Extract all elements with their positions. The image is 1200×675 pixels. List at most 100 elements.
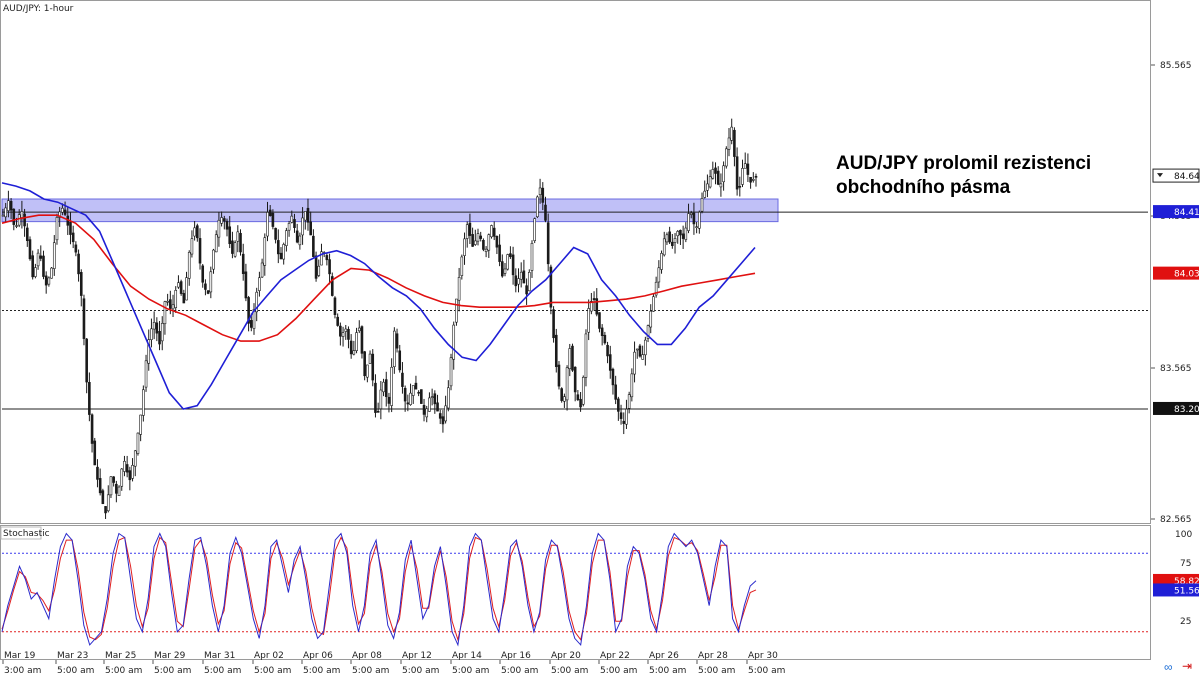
candle-body — [182, 293, 186, 304]
candle-body — [487, 234, 491, 251]
candle-body — [414, 382, 418, 390]
candle-body — [152, 322, 156, 330]
candle-body — [390, 366, 393, 406]
candle-body — [196, 225, 199, 239]
candle-body — [417, 391, 420, 394]
candle-body — [279, 252, 283, 260]
candle-body — [695, 226, 698, 228]
candle-body — [374, 382, 377, 413]
candle-body — [12, 208, 16, 225]
candle-body — [193, 227, 196, 237]
candle-body — [204, 283, 207, 290]
candle-body — [722, 165, 725, 183]
candle-body — [9, 200, 13, 211]
candle-body — [366, 364, 369, 378]
candle-body — [608, 354, 612, 371]
candle-body — [174, 289, 178, 308]
candle-body — [209, 271, 213, 293]
candle-body — [627, 394, 631, 409]
candle-body — [684, 227, 688, 240]
candle-body — [587, 308, 590, 333]
candle-body — [123, 461, 126, 472]
candle-body — [379, 389, 383, 410]
candle-body — [187, 252, 191, 279]
candle-body — [600, 327, 604, 336]
resistance-zone — [1, 198, 779, 223]
candle-body — [31, 255, 34, 278]
candle-body — [314, 255, 318, 279]
candle-body — [330, 276, 334, 296]
candle-body — [206, 290, 210, 294]
candle-body — [649, 310, 653, 328]
candle-body — [341, 332, 345, 337]
price-badge-blue-bg — [1153, 205, 1199, 219]
x-tick-day-label: Apr 30 — [748, 651, 778, 661]
candle-body — [584, 333, 588, 378]
price-badge-red-bg — [1153, 266, 1199, 280]
candle-body — [687, 213, 690, 231]
candle-body — [679, 229, 682, 236]
candle-body — [98, 478, 102, 494]
candle-body — [266, 212, 269, 237]
x-tick-time-label: 5:00 am — [649, 666, 686, 675]
candle-body — [363, 351, 366, 377]
candle-body — [552, 309, 555, 339]
candle-body — [328, 259, 331, 275]
scroll-right-icon[interactable]: ⇥ — [1182, 659, 1193, 673]
candle-body — [88, 382, 91, 415]
candle-body — [333, 297, 337, 315]
candle-body — [125, 464, 129, 473]
candle-body — [185, 277, 188, 301]
stochastic-k-line — [1, 532, 757, 647]
candle-body — [293, 219, 296, 228]
candle-body — [382, 381, 385, 393]
candle-body — [430, 396, 434, 398]
candle-body — [662, 238, 666, 256]
candle-body — [387, 396, 391, 404]
candle-body — [681, 233, 685, 239]
candle-body — [716, 170, 720, 185]
candle-body — [47, 277, 51, 285]
candle-body — [503, 268, 507, 274]
candle-body — [287, 223, 291, 231]
candle-body — [15, 225, 18, 227]
candle-body — [706, 183, 709, 191]
candle-body — [395, 333, 399, 349]
candle-body — [708, 176, 712, 188]
candle-body — [654, 281, 658, 296]
candle-body — [163, 301, 167, 325]
candle-body — [155, 322, 159, 334]
candle-body — [501, 261, 504, 277]
candle-body — [573, 366, 577, 393]
candle-body — [115, 483, 118, 494]
x-tick-day-label: Mar 19 — [4, 651, 36, 661]
candle-body — [282, 244, 285, 260]
x-tick-day-label: Mar 23 — [57, 651, 88, 661]
last-price-arrow-icon — [1157, 173, 1163, 178]
candle-body — [484, 248, 488, 252]
candle-body — [179, 281, 183, 294]
candle-body — [536, 196, 539, 218]
candle-body — [112, 476, 115, 483]
candle-body — [401, 372, 404, 387]
candle-body — [514, 275, 518, 287]
candle-body — [17, 214, 21, 226]
candle-body — [55, 217, 59, 241]
price-badge-black: 83.200 — [1174, 405, 1200, 415]
link-icon[interactable]: ∞ — [1164, 660, 1173, 674]
annotation-text: AUD/JPY prolomil rezistenci obchodního p… — [836, 152, 1136, 200]
candle-body — [579, 398, 582, 408]
candle-body — [544, 204, 547, 221]
x-tick-day-label: Apr 26 — [649, 651, 679, 661]
candle-body — [560, 388, 563, 401]
candle-body — [77, 253, 80, 275]
x-tick-day-label: Apr 22 — [600, 651, 630, 661]
candle-body — [301, 217, 304, 236]
candle-body — [676, 231, 680, 237]
candle-body — [71, 232, 75, 243]
x-tick-time-label: 5:00 am — [204, 666, 241, 675]
candle-body — [61, 207, 64, 213]
last-price-label: 84.642 — [1174, 172, 1200, 182]
candle-body — [376, 411, 380, 413]
candle-body — [741, 168, 744, 185]
